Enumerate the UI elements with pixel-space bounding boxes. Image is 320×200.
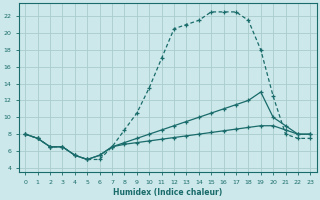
X-axis label: Humidex (Indice chaleur): Humidex (Indice chaleur) (113, 188, 222, 197)
